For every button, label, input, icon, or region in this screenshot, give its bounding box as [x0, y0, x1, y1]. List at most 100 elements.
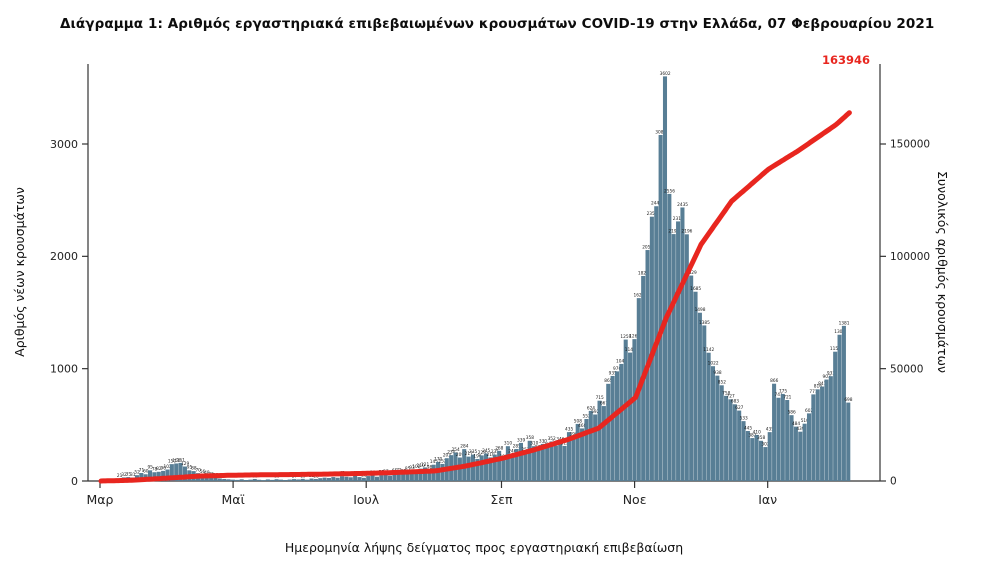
bar-value-label: 435: [766, 427, 774, 433]
bar: [244, 479, 249, 481]
bar: [169, 464, 174, 481]
bar-value-label: 230: [447, 450, 455, 456]
x-month-tick-label: Νοε: [623, 492, 647, 507]
bar: [785, 400, 790, 481]
bar: [409, 470, 414, 481]
x-month-tick-label: Σεπ: [490, 492, 513, 507]
bar-value-label: 698: [844, 397, 852, 403]
bar: [479, 455, 484, 481]
bar-value-label: 156: [172, 458, 180, 464]
bar-value-label: 390: [569, 432, 577, 438]
bar: [676, 221, 681, 481]
bar-value-label: 2435: [677, 202, 688, 208]
bar-value-label: 48: [204, 470, 210, 476]
bar-value-label: 56: [200, 469, 206, 475]
x-month-tick-label: Ιαν: [758, 492, 777, 507]
bar-value-label: 852: [718, 380, 726, 386]
bar-value-label: 102: [164, 464, 172, 470]
bar-value-label: 1263: [629, 334, 640, 340]
bar: [401, 474, 406, 481]
bar: [475, 458, 480, 481]
bar: [300, 478, 305, 481]
bar-value-label: 98: [427, 464, 433, 470]
bar: [614, 371, 620, 481]
bar-value-label: 865: [604, 378, 612, 384]
bar: [309, 478, 314, 481]
bar: [252, 478, 257, 481]
bar: [706, 352, 711, 481]
bar: [549, 441, 554, 481]
bar: [536, 450, 541, 481]
bar: [728, 399, 733, 481]
bar: [344, 476, 349, 481]
bar: [274, 479, 279, 481]
bar: [340, 476, 345, 481]
bar: [710, 366, 716, 481]
y-left-axis-title: Αριθμός νέων κρουσμάτων: [12, 187, 27, 357]
bar: [379, 475, 384, 481]
bar-value-label: 439: [796, 426, 804, 432]
bar: [182, 466, 187, 481]
bar: [523, 452, 528, 481]
bar: [287, 479, 292, 481]
bar-value-label: 624: [587, 405, 595, 411]
bar: [758, 440, 764, 481]
bar: [597, 400, 602, 481]
bar-value-label: 240: [508, 448, 516, 454]
bar: [418, 468, 423, 481]
bar-value-label: 2056: [642, 244, 653, 250]
bar-value-label: 683: [731, 399, 739, 405]
bar-value-label: 586: [788, 410, 796, 416]
bar: [217, 478, 222, 481]
bar: [575, 423, 580, 481]
bar-value-label: 245: [482, 448, 490, 454]
bar: [492, 454, 497, 481]
bar-value-label: 268: [495, 445, 503, 451]
bar-value-label: 78: [152, 467, 158, 473]
bar: [414, 469, 419, 481]
bar: [837, 334, 842, 481]
bar-value-label: 552: [582, 413, 590, 419]
bar-value-label: 592: [591, 409, 599, 415]
bar: [680, 207, 685, 481]
bar-value-label: 129: [181, 461, 189, 467]
bar-value-label: 1825: [638, 270, 649, 276]
bar: [422, 467, 427, 481]
bar: [283, 479, 288, 481]
bar: [318, 478, 323, 481]
bar: [715, 375, 720, 481]
bar-value-label: 1498: [695, 307, 706, 313]
bar: [588, 410, 593, 481]
bar-value-label: 1385: [699, 320, 710, 326]
bar: [178, 462, 183, 481]
bar-value-label: 1381: [839, 320, 850, 326]
bar-value-label: 152: [438, 458, 446, 464]
bar-value-label: 21: [117, 473, 123, 479]
bar-value-label: 816: [814, 384, 822, 390]
bar: [584, 418, 589, 481]
bar-value-label: 933: [827, 371, 835, 377]
bar-value-label: 727: [726, 394, 734, 400]
y-right-tick-label: 0: [890, 476, 897, 488]
bar-value-label: 217: [465, 451, 473, 457]
bar: [540, 443, 545, 481]
bar: [261, 480, 266, 481]
bar-value-label: 285: [513, 443, 521, 449]
bar-value-label: 2196: [681, 229, 692, 235]
bar: [383, 474, 388, 481]
bar-value-label: 209: [456, 452, 464, 458]
bar: [257, 479, 262, 481]
bar-value-label: 95: [187, 465, 193, 471]
x-month-tick-label: Μαϊ: [221, 492, 244, 507]
bar-value-label: 775: [779, 388, 787, 394]
bar-value-label: 667: [600, 400, 608, 406]
bar-value-label: 312: [561, 440, 569, 446]
chart-title: Διάγραμμα 1: Αριθμός εργαστηριακά επιβεβ…: [60, 16, 935, 32]
bar: [689, 275, 694, 481]
bar: [745, 431, 750, 481]
bar-value-label: 150: [168, 459, 176, 465]
bar: [719, 385, 724, 481]
bar: [802, 423, 807, 481]
bar: [632, 339, 637, 481]
